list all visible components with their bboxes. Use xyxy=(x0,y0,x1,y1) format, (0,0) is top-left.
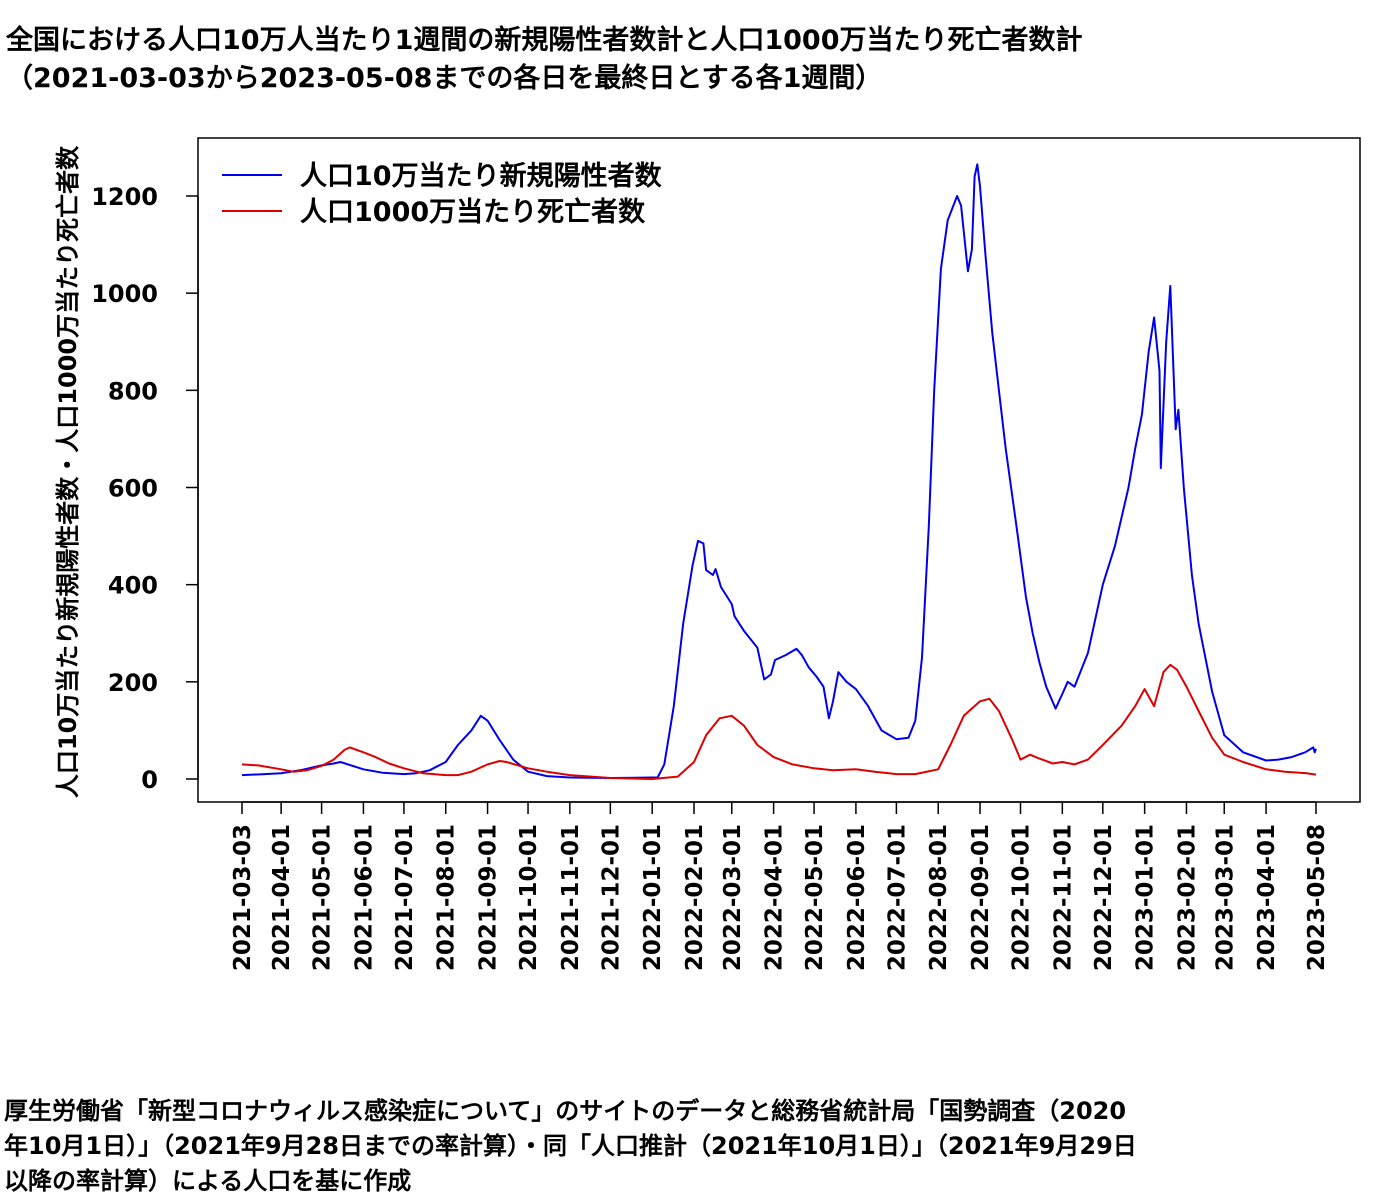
legend-label: 人口1000万当たり死亡者数 xyxy=(300,197,646,228)
x-tick-label: 2023-03-01 xyxy=(1212,824,1238,971)
x-tick-label: 2021-06-01 xyxy=(351,824,377,971)
x-tick-label: 2022-12-01 xyxy=(1091,824,1117,971)
x-tick-label: 2021-08-01 xyxy=(434,824,460,971)
series-line xyxy=(241,663,1317,780)
y-axis-label: 人口10万当たり新規陽性者数・人口1000万当たり死亡者数 xyxy=(54,145,82,798)
y-tick-label: 0 xyxy=(141,766,158,794)
x-tick-label: 2022-06-01 xyxy=(844,824,870,971)
x-tick-label: 2022-10-01 xyxy=(1009,824,1035,971)
x-tick-label: 2021-09-01 xyxy=(476,824,502,971)
y-tick-label: 400 xyxy=(108,572,158,600)
y-tick-label: 200 xyxy=(108,669,158,697)
y-tick-label: 1200 xyxy=(91,183,158,211)
x-tick-label: 2022-05-01 xyxy=(802,824,828,971)
y-tick-label: 800 xyxy=(108,377,158,405)
y-tick-label: 600 xyxy=(108,475,158,503)
x-tick-label: 2021-12-01 xyxy=(598,824,624,971)
x-tick-label: 2023-04-01 xyxy=(1254,824,1280,971)
x-tick-label: 2022-09-01 xyxy=(968,824,994,971)
chart-title-line2: （2021-03-03から2023-05-08までの各日を最終日とする各1週間） xyxy=(6,63,883,94)
plot-area-frame xyxy=(197,137,1361,803)
x-tick-label: 2022-04-01 xyxy=(762,824,788,971)
x-tick-label: 2021-04-01 xyxy=(269,824,295,971)
source-line2: 年10月1日）」（2021年9月28日までの率計算）・同「人口推計（2021年1… xyxy=(4,1132,1137,1160)
x-tick-label: 2023-05-08 xyxy=(1304,824,1330,971)
x-tick-label: 2022-02-01 xyxy=(682,824,708,971)
source-line1: 厚生労働省「新型コロナウィルス感染症について」のサイトのデータと総務省統計局「国… xyxy=(4,1097,1127,1125)
x-tick-label: 2022-11-01 xyxy=(1050,824,1076,971)
x-tick-label: 2021-10-01 xyxy=(516,824,542,971)
x-tick-label: 2022-01-01 xyxy=(640,824,666,971)
chart-title-line1: 全国における人口10万人当たり1週間の新規陽性者数計と人口1000万当たり死亡者… xyxy=(6,25,1083,56)
y-axis: 0 200 400 600 800 1000 1200 xyxy=(91,183,199,794)
x-tick-label: 2022-08-01 xyxy=(926,824,952,971)
x-tick-label: 2021-05-01 xyxy=(310,824,336,971)
y-tick-label: 1000 xyxy=(91,280,158,308)
x-tick-label: 2021-07-01 xyxy=(392,824,418,971)
x-tick-label: 2023-02-01 xyxy=(1174,824,1200,971)
x-tick-label: 2023-01-01 xyxy=(1133,824,1159,971)
line-chart: 0 200 400 600 800 1000 1200 2021-03-03 2021-04-… xyxy=(54,137,1361,971)
x-tick-label: 2021-11-01 xyxy=(558,824,584,971)
x-tick-label: 2022-03-01 xyxy=(720,824,746,971)
x-tick-label: 2021-03-03 xyxy=(230,824,256,971)
series-layer xyxy=(241,163,1317,780)
source-line3: 以降の率計算）による人口を基に作成 xyxy=(4,1167,412,1195)
x-axis: 2021-03-03 2021-04-01 2021-05-01 2021-06-01… xyxy=(230,801,1330,971)
legend-label: 人口10万当たり新規陽性者数 xyxy=(300,160,663,192)
series-line xyxy=(241,163,1317,779)
x-tick-label: 2022-07-01 xyxy=(884,824,910,971)
source-note: 厚生労働省「新型コロナウィルス感染症について」のサイトのデータと総務省統計局「国… xyxy=(4,1094,1396,1199)
